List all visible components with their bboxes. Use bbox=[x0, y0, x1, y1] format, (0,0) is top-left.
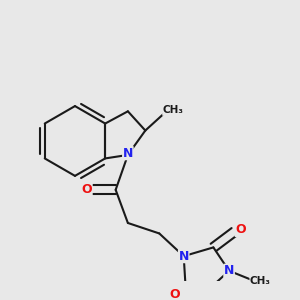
Text: N: N bbox=[178, 250, 189, 262]
Text: N: N bbox=[224, 264, 234, 277]
Text: O: O bbox=[169, 288, 180, 300]
Text: O: O bbox=[81, 183, 92, 196]
Text: CH₃: CH₃ bbox=[163, 105, 184, 115]
Text: N: N bbox=[123, 147, 133, 160]
Text: O: O bbox=[235, 224, 246, 236]
Text: CH₃: CH₃ bbox=[250, 276, 271, 286]
